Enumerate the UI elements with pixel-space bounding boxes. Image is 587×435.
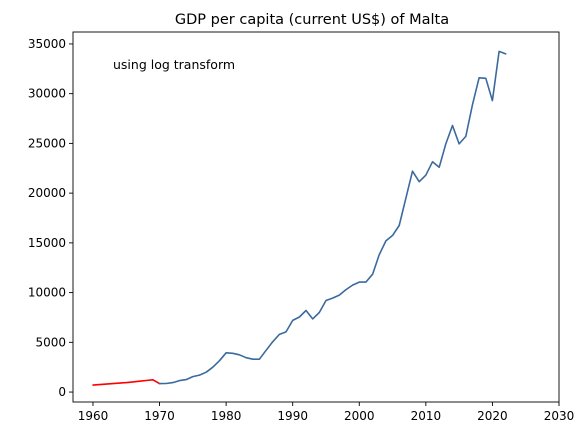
y-tick-label: 30000	[28, 87, 66, 101]
y-tick-label: 5000	[35, 335, 66, 349]
y-tick-label: 35000	[28, 37, 66, 51]
y-tick-label: 15000	[28, 236, 66, 250]
y-tick-label: 0	[58, 385, 66, 399]
x-tick-label: 1980	[211, 409, 242, 423]
y-tick-label: 10000	[28, 286, 66, 300]
y-axis: 0 5000 10000 15000 20000 25000 30000 35000	[28, 37, 73, 399]
y-tick-label: 20000	[28, 186, 66, 200]
chart-title: GDP per capita (current US$) of Malta	[175, 12, 449, 28]
y-tick-label: 25000	[28, 136, 66, 150]
chart-annotation: using log transform	[113, 57, 235, 72]
series-line-1	[158, 50, 507, 385]
x-axis: 1960 1970 1980 1990 2000 2010 2020 2030	[78, 402, 575, 423]
x-tick-label: 2010	[411, 409, 442, 423]
plot-area	[72, 31, 560, 403]
series-layer	[92, 50, 507, 386]
x-tick-label: 2030	[544, 409, 575, 423]
x-tick-label: 1990	[277, 409, 308, 423]
x-tick-label: 1960	[78, 409, 109, 423]
x-tick-label: 1970	[144, 409, 175, 423]
series-line-0	[92, 378, 161, 386]
x-tick-label: 2000	[344, 409, 375, 423]
x-tick-label: 2020	[477, 409, 508, 423]
